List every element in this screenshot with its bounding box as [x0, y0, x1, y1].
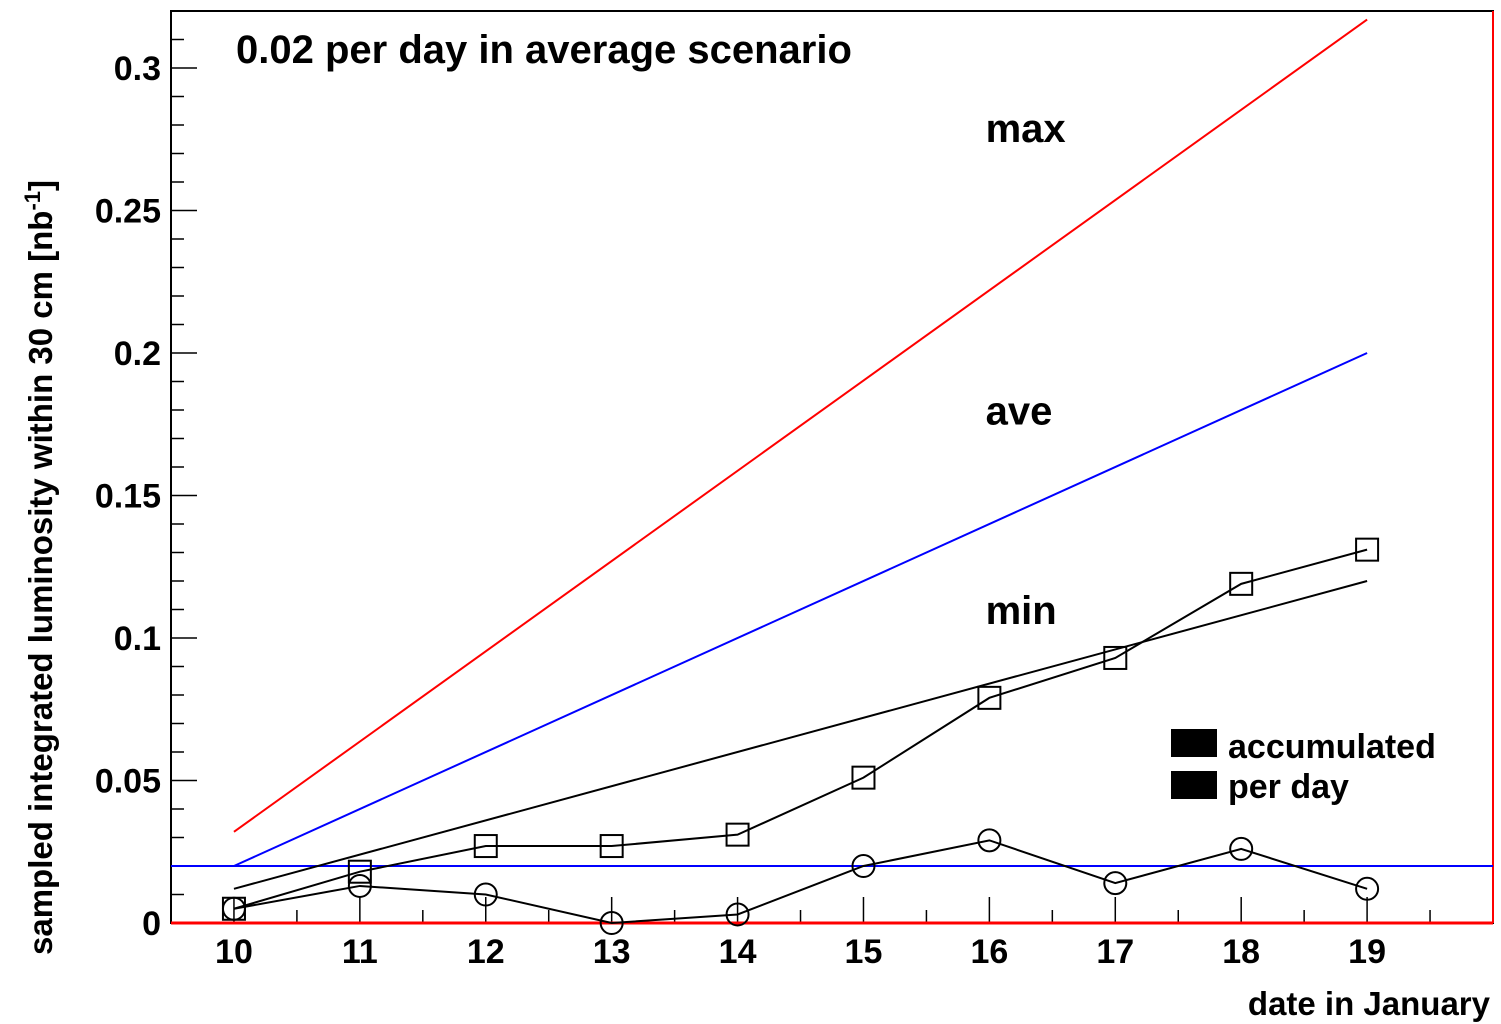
legend: accumulated per day: [1171, 728, 1436, 806]
point-per-day: [1355, 876, 1380, 901]
x-tick-label: 19: [1348, 933, 1386, 971]
point-accumulated: [725, 822, 750, 847]
point-per-day: [473, 882, 498, 907]
point-per-day: [1229, 836, 1254, 861]
y-axis-title: sampled integrated luminosity within 30 …: [20, 180, 59, 955]
y-tick-label: 0.1: [114, 620, 161, 658]
y-tick-label: 0.05: [95, 763, 161, 801]
y-tick-label: 0: [142, 905, 161, 943]
legend-label-per-day: per day: [1228, 768, 1349, 806]
series-line-per-day: [233, 839, 1368, 925]
annotation-ave: ave: [986, 389, 1053, 433]
legend-swatch-accumulated: [1171, 729, 1217, 757]
series-line-accumulated: [233, 548, 1368, 910]
y-axis-title-main: sampled integrated luminosity within 30 …: [22, 211, 59, 955]
point-accumulated: [851, 765, 876, 790]
point-accumulated: [599, 834, 624, 859]
chart-title: 0.02 per day in average scenario: [236, 28, 852, 72]
x-tick-label: 15: [845, 933, 883, 971]
x-tick-label: 17: [1096, 933, 1134, 971]
x-tick-label: 13: [593, 933, 631, 971]
y-axis-title-sup: -1: [20, 191, 45, 211]
point-per-day: [725, 902, 750, 927]
point-accumulated: [977, 685, 1002, 710]
y-tick-label: 0.15: [95, 478, 161, 516]
point-per-day: [977, 828, 1002, 853]
x-tick-label: 11: [342, 933, 378, 971]
point-accumulated: [347, 859, 372, 884]
y-tick-label: 0.2: [114, 335, 161, 373]
y-tick-label: 0.25: [95, 193, 161, 231]
point-accumulated: [1103, 645, 1128, 670]
annotation-layer: max ave min: [986, 107, 1066, 633]
x-axis-title: date in January: [1248, 985, 1491, 1022]
y-tick-label: 0.3: [114, 50, 161, 88]
series-line-min: [233, 580, 1368, 890]
x-tick-label: 12: [467, 933, 505, 971]
x-tick-label: 18: [1222, 933, 1260, 971]
series-line-ave: [233, 352, 1368, 867]
point-per-day: [851, 854, 876, 878]
x-tick-label: 10: [215, 933, 253, 971]
point-per-day: [221, 896, 246, 921]
x-tick-label: 16: [970, 933, 1008, 971]
axes: 0 0.05 0.1 0.15 0.2 0.25 0.3 10 11 12 13 14 15 16 17 18…: [95, 10, 1431, 971]
point-per-day: [347, 873, 372, 898]
annotation-max: max: [986, 107, 1066, 151]
legend-label-accumulated: accumulated: [1228, 728, 1436, 766]
point-per-day: [1103, 871, 1128, 896]
annotation-min: min: [986, 589, 1057, 633]
point-accumulated: [473, 834, 498, 859]
x-tick-label: 14: [719, 933, 757, 971]
series-line-max: [233, 18, 1368, 833]
point-accumulated: [1355, 537, 1380, 562]
point-per-day: [599, 911, 624, 935]
series-layer: [171, 18, 1493, 935]
y-axis-title-close: ]: [22, 180, 59, 191]
point-accumulated: [1229, 571, 1254, 596]
legend-swatch-per-day: [1171, 771, 1217, 799]
